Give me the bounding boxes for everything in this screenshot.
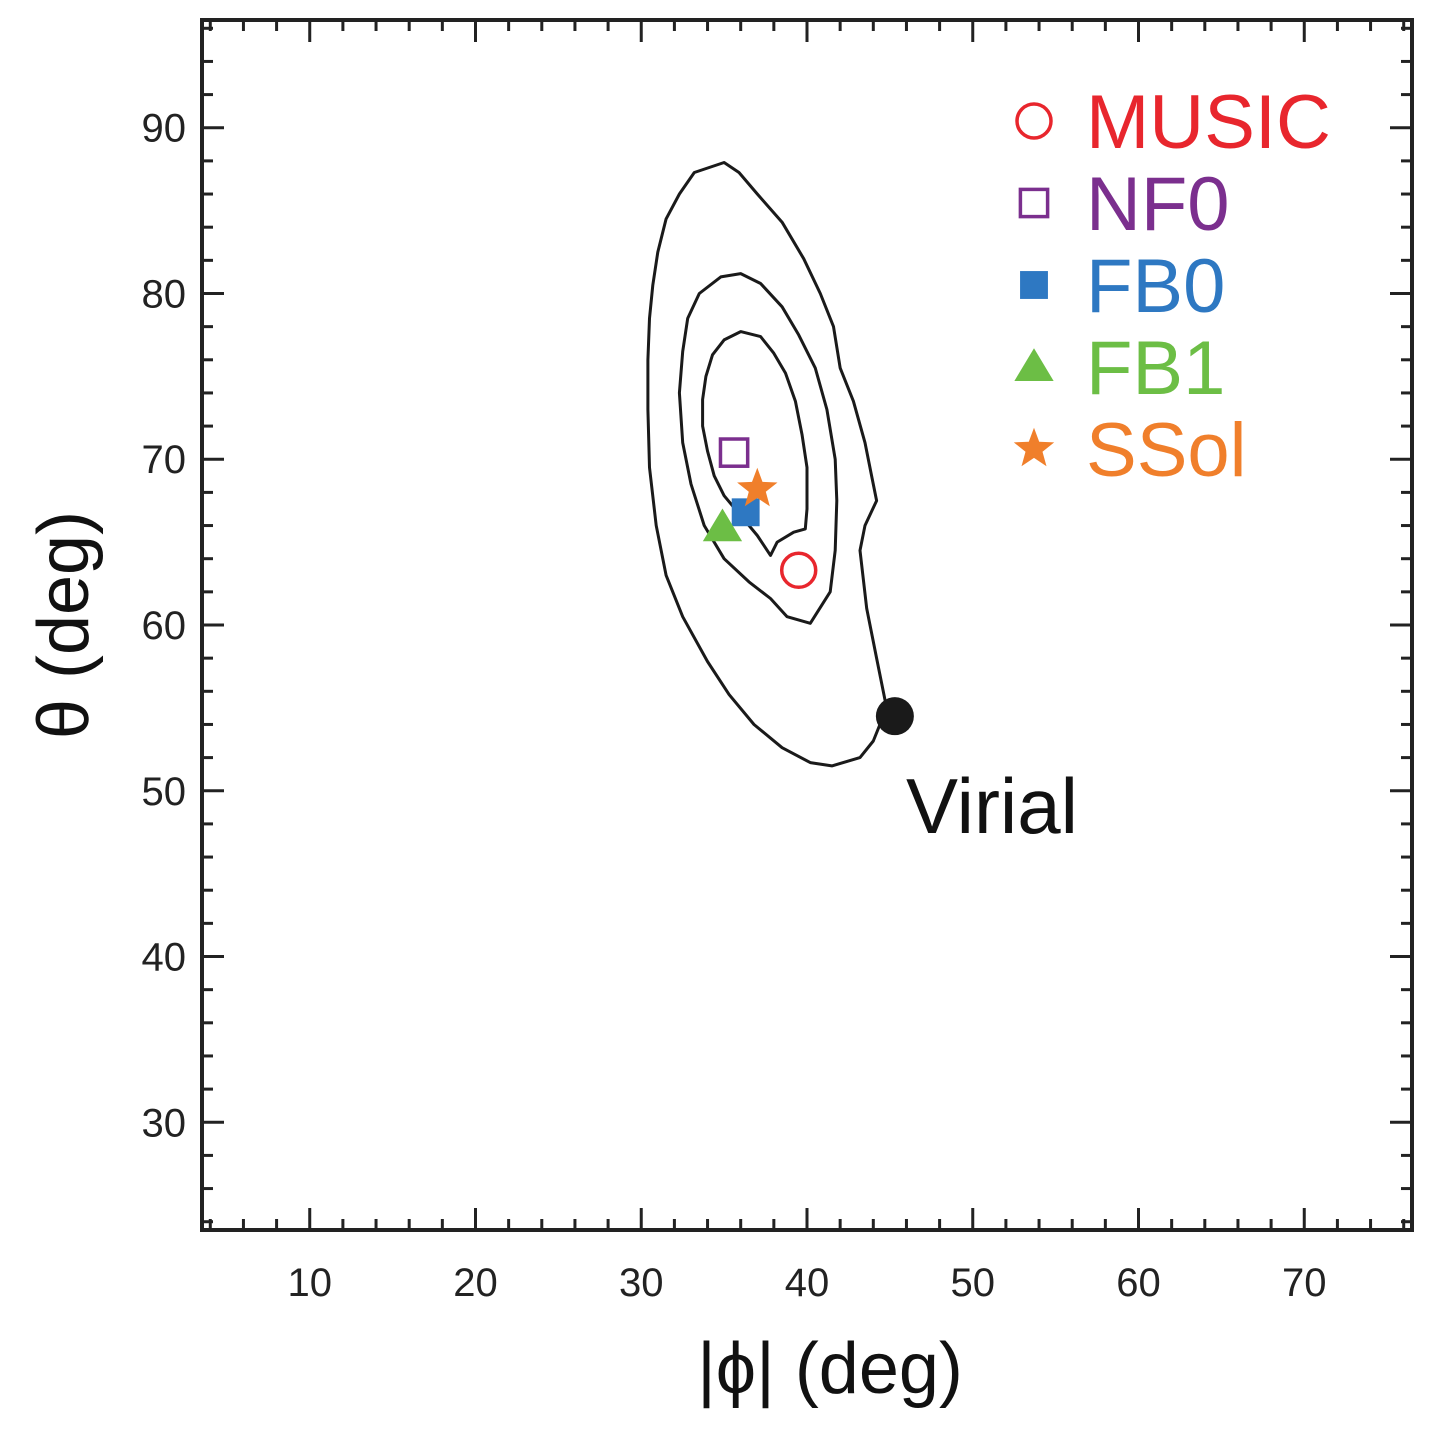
x-tick-label: 20 bbox=[453, 1261, 498, 1305]
plot-frame bbox=[200, 18, 1414, 1232]
contour-middle bbox=[677, 272, 839, 625]
legend-label-ssol: SSol bbox=[1086, 408, 1247, 493]
y-axis-title: θ (deg) bbox=[24, 511, 104, 739]
marker-music bbox=[779, 551, 818, 590]
contour-outer bbox=[646, 161, 889, 768]
x-tick-label: 30 bbox=[619, 1261, 664, 1305]
x-tick-label: 50 bbox=[951, 1261, 996, 1305]
legend-marker-ssol bbox=[1013, 427, 1055, 467]
virial-label: Virial bbox=[906, 762, 1078, 850]
y-tick-label: 40 bbox=[142, 936, 187, 980]
marker-ssol bbox=[737, 467, 778, 507]
x-tick-label: 10 bbox=[287, 1261, 332, 1305]
y-tick-label: 60 bbox=[142, 604, 187, 648]
x-tick-label: 70 bbox=[1282, 1261, 1327, 1305]
x-axis-title: |ϕ| (deg) bbox=[697, 1329, 963, 1409]
x-tick-label: 60 bbox=[1116, 1261, 1161, 1305]
y-tick-label: 80 bbox=[142, 272, 187, 316]
y-tick-label: 90 bbox=[142, 107, 187, 151]
legend-marker-music bbox=[1015, 102, 1053, 140]
x-tick-label: 40 bbox=[785, 1261, 830, 1305]
marker-layer: Virial bbox=[702, 437, 1078, 850]
ticks-layer: 10 20 30 40 50 60 70 30 40 50 60 70 80 90 bbox=[142, 20, 1412, 1305]
legend-label-fb0: FB0 bbox=[1086, 244, 1225, 329]
y-tick-label: 70 bbox=[142, 438, 187, 482]
marker-fb1 bbox=[702, 508, 743, 542]
marker-nf0 bbox=[718, 437, 750, 468]
contour-inner bbox=[701, 330, 809, 557]
contour-layer bbox=[646, 161, 889, 768]
legend-label-music: MUSIC bbox=[1086, 80, 1331, 165]
legend-marker-fb1 bbox=[1014, 348, 1054, 382]
y-tick-label: 50 bbox=[142, 770, 187, 814]
virial-point bbox=[875, 697, 914, 736]
legend-label-nf0: NF0 bbox=[1086, 162, 1230, 247]
legend-marker-fb0 bbox=[1020, 271, 1048, 299]
y-tick-label: 30 bbox=[142, 1101, 187, 1145]
marker-fb0 bbox=[731, 498, 760, 527]
legend-label-fb1: FB1 bbox=[1086, 326, 1225, 411]
legend-marker-nf0 bbox=[1018, 187, 1050, 219]
